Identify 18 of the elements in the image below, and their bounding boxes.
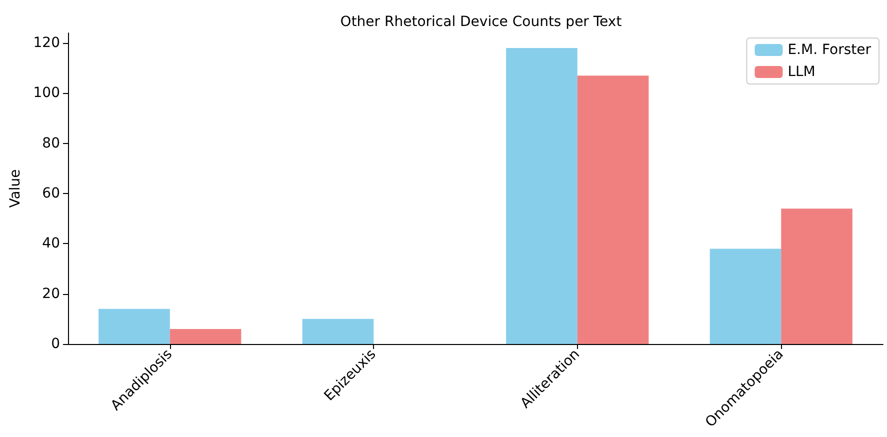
y-tick-label: 60 (42, 186, 60, 202)
legend-label: E.M. Forster (788, 42, 872, 58)
bar (781, 208, 852, 344)
bar (170, 328, 242, 344)
legend-label: LLM (788, 64, 816, 80)
bar (506, 48, 578, 344)
bar (98, 308, 170, 344)
y-tick-label: 0 (51, 336, 60, 352)
y-tick-label: 80 (42, 135, 60, 152)
bar (577, 76, 649, 344)
chart-title: Other Rhetorical Device Counts per Text (340, 14, 622, 30)
y-tick-label: 40 (42, 236, 60, 252)
y-tick-label: 20 (42, 286, 60, 302)
y-tick-label: 100 (33, 85, 60, 102)
bar (710, 248, 782, 344)
bar (302, 318, 374, 344)
y-tick-label: 120 (33, 35, 60, 52)
y-axis-title: Value (7, 169, 24, 208)
